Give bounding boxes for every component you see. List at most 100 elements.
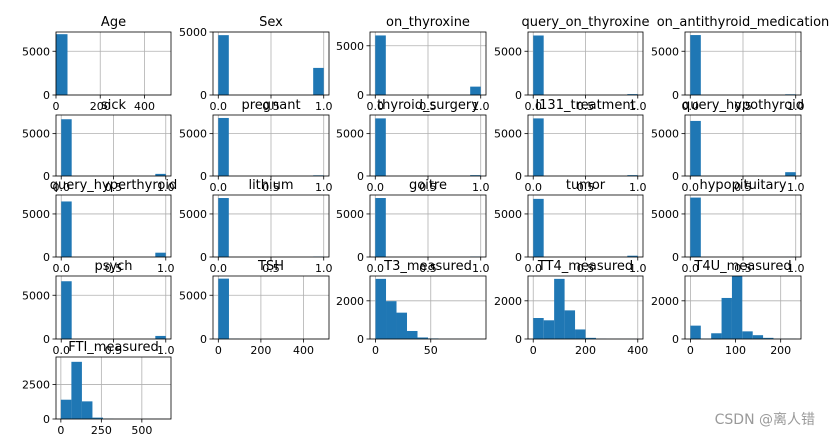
- x-tick-label: 1.0: [629, 181, 647, 194]
- x-tick-label: 1.0: [787, 262, 805, 275]
- y-tick-label: 0: [515, 333, 522, 346]
- axes-frame: [684, 275, 802, 340]
- y-tick-label: 0: [200, 251, 207, 264]
- y-tick-label: 5000: [336, 128, 364, 141]
- subplot-title: Age: [101, 15, 126, 30]
- x-tick-label: 0.5: [734, 181, 752, 194]
- x-tick-label: 0.5: [734, 100, 752, 113]
- x-tick-label: 0.5: [577, 100, 595, 113]
- y-tick-label: 0: [200, 89, 207, 102]
- subplot-title: query_on_thyroxine: [522, 15, 650, 30]
- axes-frame: [369, 275, 487, 340]
- subplot-title: on_thyroxine: [386, 15, 470, 30]
- histogram-bar: [155, 252, 166, 257]
- histogram-bar: [375, 118, 386, 176]
- x-tick-label: 0: [215, 344, 222, 357]
- histogram-bar: [417, 337, 428, 339]
- histogram-panel: 0 5000 0.0 0.5 1.0 psych: [22, 259, 175, 357]
- x-tick-label: 0.0: [682, 100, 700, 113]
- y-tick-label: 5000: [179, 128, 207, 141]
- axes-frame: [55, 31, 172, 96]
- y-tick-label: 5000: [22, 45, 50, 58]
- subplot-title: TSH: [257, 259, 284, 274]
- histogram-bar: [627, 255, 638, 257]
- x-tick-label: 0.0: [52, 262, 70, 275]
- histogram-panel: 0 2000 0 100 200 T4U_measured: [651, 259, 802, 357]
- x-tick-label: 0.0: [210, 181, 228, 194]
- x-tick-label: 0.0: [367, 181, 385, 194]
- histogram-bar: [690, 325, 701, 339]
- histogram-bar: [533, 198, 544, 257]
- histogram-bar: [61, 201, 72, 257]
- x-tick-label: 1.0: [787, 100, 805, 113]
- y-tick-label: 0: [515, 251, 522, 264]
- x-tick-label: 0.5: [262, 262, 280, 275]
- histogram-panel: 0 5000 0.0 0.5 1.0 tumor: [494, 178, 647, 275]
- axes-frame: [212, 275, 330, 340]
- subplot-title: Sex: [259, 15, 283, 30]
- histogram-panel: 0 5000 0.0 0.5 1.0 lithium: [179, 178, 332, 275]
- y-tick-label: 5000: [494, 208, 522, 221]
- histogram-bar: [470, 86, 481, 95]
- histogram-bar: [218, 35, 229, 95]
- x-tick-label: 400: [293, 344, 314, 357]
- y-tick-label: 5000: [494, 45, 522, 58]
- x-tick-label: 0: [687, 344, 694, 357]
- x-tick-label: 1.0: [157, 181, 175, 194]
- y-tick-label: 0: [43, 333, 50, 346]
- x-tick-label: 1.0: [315, 100, 333, 113]
- y-tick-label: 0: [43, 251, 50, 264]
- y-tick-label: 5000: [179, 26, 207, 39]
- x-tick-label: 0.5: [262, 100, 280, 113]
- histogram-bar: [155, 335, 166, 339]
- x-tick-label: 0.0: [682, 181, 700, 194]
- x-tick-label: 1.0: [472, 181, 490, 194]
- histogram-bar: [543, 320, 555, 339]
- subplot-title: TT4_measured: [537, 259, 633, 274]
- histogram-bar: [375, 278, 387, 339]
- histogram-bar: [396, 312, 408, 339]
- histogram-bar: [690, 120, 701, 176]
- histogram-bar: [92, 417, 103, 419]
- x-tick-label: 1.0: [315, 262, 333, 275]
- x-tick-label: 500: [131, 424, 152, 437]
- histogram-bar: [56, 34, 68, 95]
- subplot-title: query_hypothyroid: [682, 98, 804, 113]
- histogram-bar: [785, 172, 796, 176]
- histogram-bar: [81, 401, 93, 419]
- histogram-bar: [61, 119, 72, 176]
- x-tick-label: 0.0: [682, 262, 700, 275]
- histogram-panel: 0 5000 0.0 0.5 1.0 pregnant: [179, 98, 332, 194]
- y-tick-label: 0: [515, 170, 522, 183]
- subplot-title: pregnant: [241, 98, 300, 113]
- y-tick-label: 0: [357, 251, 364, 264]
- y-tick-label: 0: [672, 89, 679, 102]
- histogram-bar: [375, 198, 386, 257]
- histogram-bar: [533, 35, 544, 95]
- y-tick-label: 5000: [336, 40, 364, 53]
- y-tick-label: 0: [672, 170, 679, 183]
- histogram-bar: [533, 118, 544, 176]
- y-tick-label: 5000: [651, 45, 679, 58]
- histogram-panel: 0 2000 0 200 400 TT4_measured: [494, 259, 648, 357]
- y-tick-label: 5000: [336, 208, 364, 221]
- histogram-bar: [533, 318, 544, 339]
- x-tick-label: 0: [57, 424, 64, 437]
- y-tick-label: 2000: [651, 295, 679, 308]
- histogram-bar: [155, 173, 166, 176]
- x-tick-label: 0: [372, 344, 379, 357]
- histogram-bar: [575, 329, 586, 339]
- subplot-title: thyroid_surgery: [377, 98, 479, 113]
- histogram-bar: [218, 198, 229, 257]
- subplot-title: FTI_measured: [68, 340, 158, 355]
- axes-frame: [55, 356, 172, 420]
- histogram-bar: [742, 331, 753, 339]
- x-tick-label: 0.5: [734, 262, 752, 275]
- subplot-title: lithium: [248, 178, 293, 193]
- x-tick-label: 200: [770, 344, 791, 357]
- histogram-bar: [690, 197, 701, 257]
- y-tick-label: 0: [200, 333, 207, 346]
- x-tick-label: 0.5: [419, 181, 437, 194]
